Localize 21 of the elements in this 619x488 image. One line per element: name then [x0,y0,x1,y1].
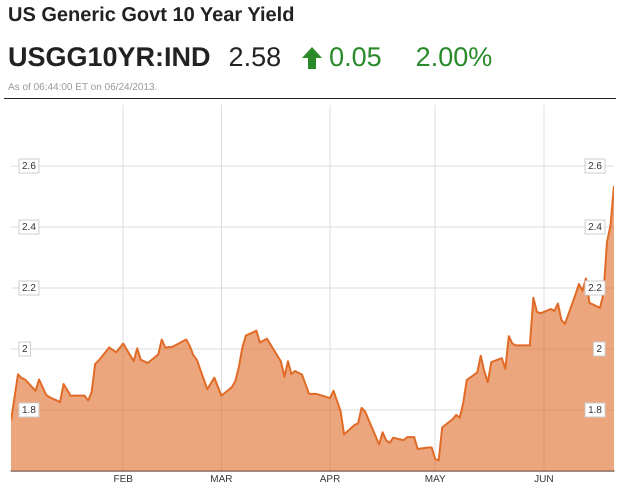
x-tick-label: APR [320,474,340,485]
x-tick-label: FEB [113,474,134,485]
y-tick-label: 2.2 [22,282,36,294]
text: 2.58 [228,42,282,73]
y2-tick-label: 2.4 [588,222,602,233]
text: 2.00% [416,42,492,73]
y2-tick-label: 2.2 [588,282,602,294]
y-tick-label: 1.8 [22,404,36,416]
y2-tick-label: 2 [596,344,602,355]
x-tick-label: MAY [424,474,446,485]
x-tick-label: MAR [210,474,232,485]
y-tick-label: 2 [22,344,28,355]
text: As of 06:44:00 ET on 06/24/2013. [8,82,158,93]
y-tick-label: 2.6 [22,160,36,172]
chart-title: US Generic Govt 10 Year Yield [8,4,294,27]
y2-tick-label: 1.8 [588,404,602,416]
text: 0.05 [329,42,382,73]
y-tick-label: 2.4 [22,222,36,233]
y2-tick-label: 2.6 [588,160,602,172]
x-tick-label: JUN [534,474,554,485]
text: USGG10YR:IND [8,42,211,73]
